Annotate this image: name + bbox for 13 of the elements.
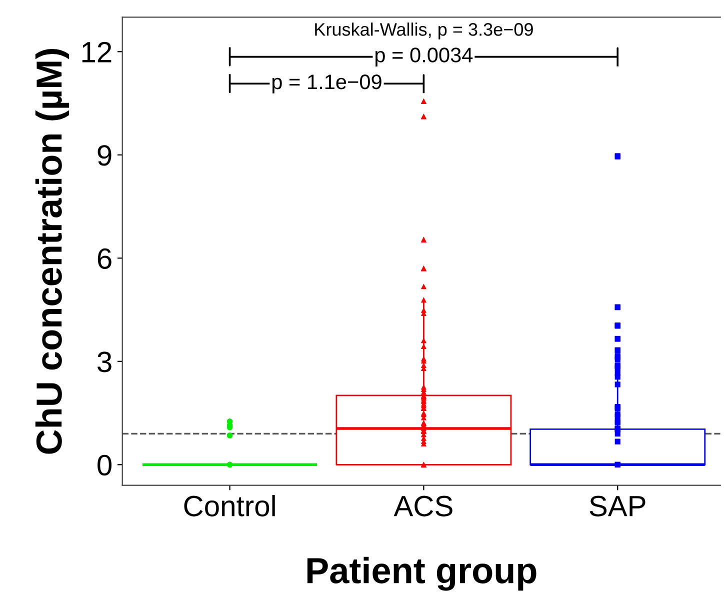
y-tick-label: 3 [98,352,112,372]
x-tick-label: ACS [394,496,452,516]
x-axis-title: Patient group [307,556,536,591]
y-axis-title: ChU concentration (µM) [35,49,70,454]
y-tick-label: 6 [98,248,112,269]
annotation: Kruskal-Wallis, p = 3.3e−09 [315,22,533,40]
annotation: p = 0.0034 [376,48,473,67]
x-tick-label: Control [184,495,275,516]
x-tick-label: SAP [590,496,646,516]
annotation: p = 1.1e−09 [272,74,382,94]
y-tick-label: 12 [82,42,112,62]
y-tick-label: 9 [98,145,112,166]
y-tick-label: 0 [98,454,112,476]
